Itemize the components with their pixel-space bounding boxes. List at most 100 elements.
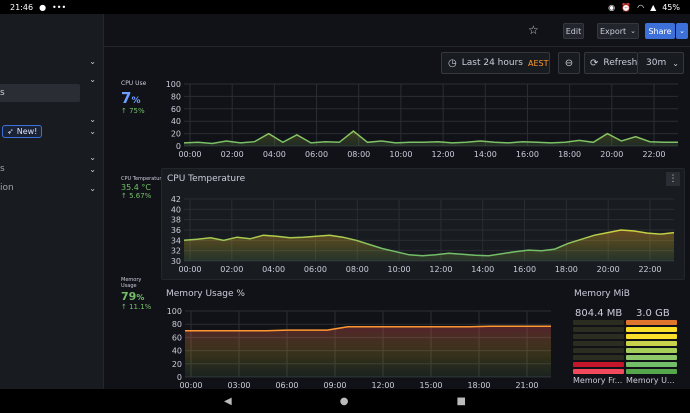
y-tick-label: 38 [171, 216, 181, 225]
y-tick-label: 30 [171, 257, 181, 266]
memory-mib-panel: Memory MiB 804.4 MB 3.0 GB Memory Fr... … [566, 283, 686, 389]
sidebar-item-4[interactable]: ⌄ [0, 110, 104, 128]
sidebar-item-new[interactable]: ➶ New! ⌄ [0, 122, 104, 140]
clock-icon: ◷ [448, 57, 457, 69]
chevron-down-icon: ⌄ [630, 27, 637, 35]
data-point [382, 248, 383, 249]
x-tick-label: 12:00 [429, 265, 452, 274]
data-point [508, 142, 509, 143]
y-tick-label: 40 [171, 205, 181, 214]
data-point [581, 239, 582, 240]
data-point [593, 142, 594, 143]
data-point [501, 253, 502, 254]
y-tick-label: 42 [171, 195, 181, 204]
y-tick-label: 60 [171, 105, 181, 114]
cpu-use-stat: CPU Use 7% ↑ 75% [121, 80, 146, 115]
data-point [183, 240, 184, 241]
x-tick-label: 12:00 [371, 381, 394, 389]
x-tick-label: 18:00 [467, 381, 490, 389]
data-point [263, 235, 264, 236]
series-area [185, 326, 551, 377]
recents-icon[interactable]: ■ [456, 395, 466, 407]
x-tick-label: 20:00 [597, 265, 620, 274]
memory-used-label: Memory U... [626, 376, 675, 385]
data-point [225, 330, 226, 331]
y-tick-label: 100 [166, 80, 181, 89]
share-button[interactable]: Share [645, 23, 675, 39]
data-point [647, 233, 648, 234]
cpu-temperature-stat: CPU Temperature 35.4 °C ↑ 5.67% [121, 176, 164, 200]
edit-button[interactable]: Edit [563, 23, 584, 39]
gauge-segment [573, 362, 624, 367]
time-range-picker[interactable]: ◷ Last 24 hours AEST [441, 52, 550, 74]
gauge-segment [573, 355, 624, 360]
data-point [325, 141, 326, 142]
data-point [621, 140, 622, 141]
data-point [449, 326, 450, 327]
sidebar-item-1[interactable]: ⌄ [0, 52, 104, 70]
panel-menu-button[interactable]: ⋮ [666, 172, 680, 186]
export-button[interactable]: Export ⌄ [597, 23, 639, 39]
data-point [536, 142, 537, 143]
back-icon[interactable]: ◀ [224, 395, 232, 407]
new-badge: ➶ New! [2, 124, 43, 138]
data-point [286, 330, 287, 331]
stat-delta: ↑ 11.1% [121, 303, 152, 311]
data-point [303, 237, 304, 238]
data-point [367, 326, 368, 327]
data-point [514, 251, 515, 252]
memory-free-bargauge [573, 320, 624, 376]
data-point [428, 326, 429, 327]
refresh-interval-select[interactable]: 30m ⌄ [638, 52, 684, 74]
series-area [184, 230, 674, 261]
home-icon[interactable]: ● [339, 395, 349, 407]
x-tick-label: 02:00 [221, 150, 244, 159]
data-point [510, 326, 511, 327]
refresh-button[interactable]: ⟳ Refresh [584, 52, 638, 74]
messenger-icon: ● [39, 2, 47, 12]
series-line [183, 130, 678, 145]
data-point [494, 142, 495, 143]
alarm-icon: ⏰ [621, 2, 632, 12]
data-point [268, 133, 269, 134]
sidebar-item-7[interactable]: s ⌄ [0, 164, 96, 174]
series-area [184, 131, 678, 146]
x-tick-label: 18:00 [555, 265, 578, 274]
data-point [327, 330, 328, 331]
data-point [435, 254, 436, 255]
x-tick-label: 20:00 [600, 150, 623, 159]
share-menu-button[interactable]: ⌄ [676, 23, 688, 39]
gauge-segment [573, 320, 624, 325]
data-point [198, 142, 199, 143]
cpu-use-chart: 100 80 60 40 20 000:00 02:00 04:00 06:00 08:00 10:… [166, 80, 678, 159]
x-tick-label: 00:00 [178, 150, 201, 159]
panel-title: CPU Temperature [167, 174, 246, 184]
data-point [437, 141, 438, 142]
sidebar-item-8[interactable]: ion ⌄ [0, 183, 96, 193]
chevron-down-icon: ⌄ [89, 183, 96, 193]
data-point [550, 326, 551, 327]
chevron-down-icon: ⌄ [672, 58, 679, 68]
stat-value: 79% [121, 290, 145, 303]
data-point [183, 142, 184, 143]
data-point [635, 136, 636, 137]
android-nav-bar: ◀ ● ■ [0, 389, 690, 413]
sidebar-item-2[interactable]: ⌄ [0, 70, 104, 88]
data-point [388, 326, 389, 327]
zoom-out-button[interactable]: ⊖ [558, 52, 580, 74]
data-point [660, 234, 661, 235]
data-point [530, 326, 531, 327]
data-point [677, 142, 678, 143]
stat-delta: ↑ 75% [121, 107, 145, 115]
sidebar: ⌄ ⌄ s ⌄ ➶ New! ⌄ ⌄ s ⌄ ion ⌄ [0, 14, 104, 389]
data-point [409, 142, 410, 143]
data-point [649, 141, 650, 142]
panel-title: Memory MiB [574, 289, 630, 299]
chevron-down-icon: ⌄ [679, 27, 685, 35]
sidebar-item-6[interactable]: ⌄ [0, 148, 104, 166]
x-tick-label: 09:00 [323, 381, 346, 389]
star-icon[interactable]: ☆ [528, 23, 539, 37]
data-point [236, 237, 237, 238]
data-point [564, 142, 565, 143]
sidebar-item-3-active[interactable]: s [0, 84, 80, 102]
